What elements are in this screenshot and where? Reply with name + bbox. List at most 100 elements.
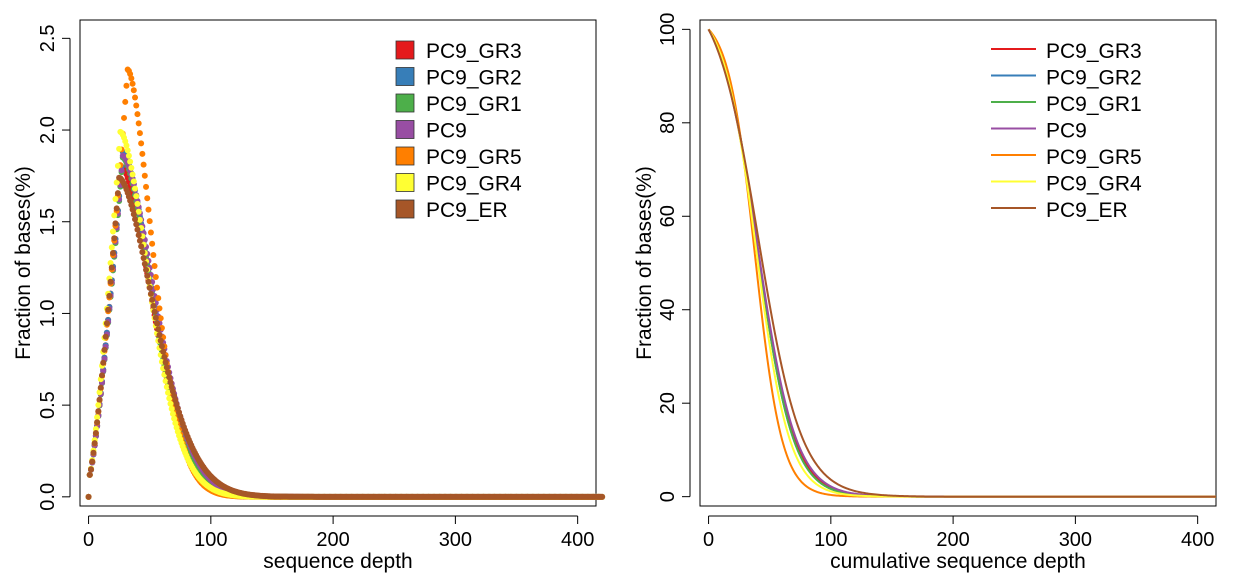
legend-label: PC9_GR1	[1046, 93, 1142, 116]
data-point	[162, 359, 169, 366]
data-point	[129, 171, 136, 178]
legend-label: PC9_GR5	[426, 146, 522, 169]
y-tick-label: 0.0	[37, 483, 59, 511]
data-point	[102, 333, 109, 340]
y-axis-label: Fraction of bases(%)	[12, 166, 35, 360]
y-tick-label: 0.5	[37, 391, 59, 419]
data-point	[155, 295, 162, 302]
y-tick-label: 1.0	[37, 300, 59, 328]
data-point	[139, 249, 146, 256]
data-point	[154, 320, 161, 327]
data-point	[125, 152, 132, 159]
legend-swatch	[395, 173, 415, 192]
legend: PC9_GR3 PC9_GR2 PC9_GR1 PC9 PC9_GR5 PC9_GR4 PC…	[395, 40, 522, 222]
data-point	[141, 260, 148, 267]
data-point	[152, 273, 159, 280]
legend-label: PC9_GR1	[426, 93, 522, 116]
legend-item: PC9_GR5	[991, 146, 1142, 169]
data-point	[156, 305, 163, 312]
data-point	[94, 419, 101, 426]
data-point	[130, 178, 137, 185]
series-layer	[707, 28, 1216, 498]
legend-item: PC9_GR4	[395, 173, 522, 196]
y-tick-label: 0	[657, 491, 679, 502]
data-point	[129, 206, 136, 213]
data-point	[133, 102, 140, 109]
legend-label: PC9_GR5	[1046, 146, 1142, 169]
data-point	[106, 292, 113, 299]
data-point	[167, 400, 174, 407]
data-point	[136, 216, 143, 223]
data-point	[105, 306, 112, 313]
y-tick-label: 100	[657, 13, 679, 46]
legend-item: PC9_GR1	[395, 93, 522, 116]
data-point	[101, 346, 108, 353]
data-point	[146, 284, 153, 291]
data-point	[113, 179, 120, 186]
data-point	[146, 218, 153, 225]
data-point	[89, 458, 96, 465]
data-point	[157, 315, 164, 322]
data-point	[167, 379, 174, 386]
data-point	[118, 167, 125, 174]
data-point	[133, 221, 140, 228]
data-point	[136, 130, 143, 137]
data-point	[86, 471, 93, 478]
data-point	[154, 284, 161, 291]
y-tick-label: 40	[657, 299, 679, 321]
data-point	[165, 369, 172, 376]
data-point	[166, 374, 173, 381]
data-point	[113, 205, 120, 212]
data-point	[163, 364, 170, 371]
legend: PC9_GR3 PC9_GR2 PC9_GR1 PC9 PC9_GR5 PC9_GR4 PC…	[991, 40, 1142, 222]
x-tick-label: 200	[936, 529, 969, 551]
legend-item: PC9_ER	[395, 199, 508, 222]
data-point	[110, 228, 117, 235]
data-point	[128, 164, 135, 171]
data-point	[96, 389, 103, 396]
x-tick-label: 400	[1181, 529, 1214, 551]
data-point	[128, 201, 135, 208]
data-point	[135, 120, 142, 127]
data-point	[147, 290, 154, 297]
y-tick-label: 80	[657, 112, 679, 134]
legend-swatch	[395, 93, 415, 113]
data-point	[122, 98, 129, 105]
x-tick-label: 0	[83, 529, 94, 551]
data-point	[114, 190, 121, 197]
legend-label: PC9_GR3	[1046, 40, 1142, 63]
plot-frame	[79, 19, 597, 507]
data-point	[95, 401, 102, 408]
data-point	[149, 296, 156, 303]
data-point	[151, 263, 158, 270]
data-point	[96, 396, 103, 403]
legend-label: PC9_GR4	[1046, 173, 1142, 196]
legend-item: PC9_GR3	[991, 40, 1142, 63]
data-point	[152, 314, 159, 321]
data-point	[95, 408, 102, 415]
data-point	[123, 142, 130, 149]
data-point	[134, 111, 141, 118]
data-point	[130, 211, 137, 218]
legend-swatch	[395, 146, 415, 166]
legend-swatch	[395, 120, 415, 139]
data-point	[127, 158, 134, 165]
data-point	[139, 150, 146, 157]
data-point	[141, 172, 148, 179]
data-point	[144, 272, 151, 279]
data-point	[110, 249, 117, 256]
data-point	[156, 331, 163, 338]
legend-item: PC9	[991, 120, 1087, 143]
data-point	[135, 232, 142, 239]
legend-item: PC9_GR2	[991, 67, 1142, 90]
data-point	[103, 320, 110, 327]
data-point	[147, 229, 154, 236]
data-point	[138, 243, 145, 250]
data-point	[151, 308, 158, 315]
data-point	[140, 255, 147, 262]
data-point	[162, 377, 169, 384]
y-tick-label: 1.5	[37, 208, 59, 236]
legend-item: PC9_GR4	[991, 173, 1142, 196]
data-point	[114, 162, 121, 169]
